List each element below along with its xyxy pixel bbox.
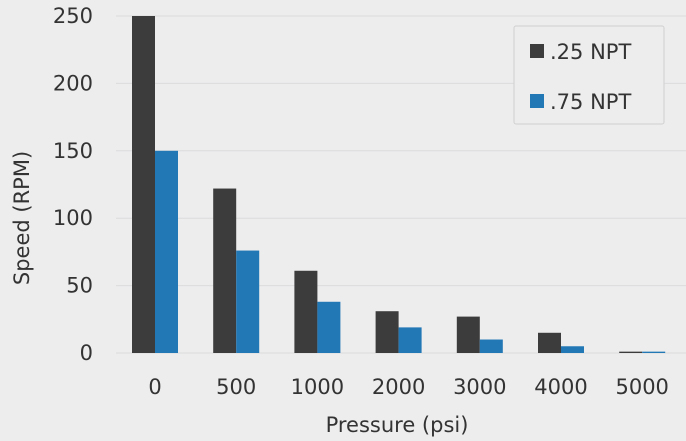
bar-025-npt-2000: [375, 311, 399, 353]
bar-075-npt-4000: [561, 346, 584, 353]
legend-label-075-npt: .75 NPT: [550, 90, 631, 114]
y-tick-label: 250: [53, 4, 93, 28]
x-tick-label: 2000: [372, 375, 425, 399]
bar-075-npt-3000: [479, 339, 503, 353]
bar-075-npt-0: [155, 150, 178, 353]
bars: [132, 16, 666, 353]
y-tick-label: 150: [53, 139, 93, 163]
x-tick-label: 1000: [291, 375, 344, 399]
y-tick-label: 0: [80, 341, 93, 365]
bar-075-npt-2000: [398, 327, 422, 353]
x-tick-label: 0: [148, 375, 161, 399]
bar-025-npt-3000: [456, 316, 480, 353]
y-tick-label: 50: [66, 274, 93, 298]
legend-swatch-075-npt: [530, 94, 544, 108]
bar-075-npt-500: [236, 250, 260, 353]
y-tick-labels: 0 50 100 150 200 250: [53, 4, 93, 365]
legend-box: [513, 25, 665, 125]
y-axis-title: Speed (RPM): [10, 151, 34, 285]
legend-label-025-npt: .25 NPT: [550, 40, 631, 64]
x-tick-label: 5000: [615, 375, 668, 399]
bar-025-npt-1000: [294, 270, 318, 353]
x-tick-label: 4000: [534, 375, 587, 399]
x-tick-labels: 0 500 1000 2000 3000 4000 5000: [148, 375, 669, 399]
bar-025-npt-5000: [619, 351, 643, 353]
bar-075-npt-5000: [642, 351, 666, 353]
legend-swatch-025-npt: [530, 44, 544, 58]
legend: .25 NPT .75 NPT: [513, 25, 665, 125]
y-tick-label: 100: [53, 206, 93, 230]
bar-025-npt-0: [132, 16, 155, 353]
bar-025-npt-500: [213, 188, 237, 353]
x-tick-label: 500: [216, 375, 256, 399]
bar-025-npt-4000: [538, 332, 561, 353]
x-axis-title: Pressure (psi): [326, 413, 469, 437]
x-tick-label: 3000: [453, 375, 506, 399]
y-tick-label: 200: [53, 71, 93, 95]
bar-075-npt-1000: [317, 301, 341, 353]
gridlines: [116, 15, 686, 354]
